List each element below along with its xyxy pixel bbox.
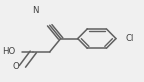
Text: O: O — [12, 62, 19, 71]
Text: N: N — [32, 6, 39, 15]
Text: HO: HO — [2, 47, 16, 56]
Text: Cl: Cl — [126, 34, 134, 43]
